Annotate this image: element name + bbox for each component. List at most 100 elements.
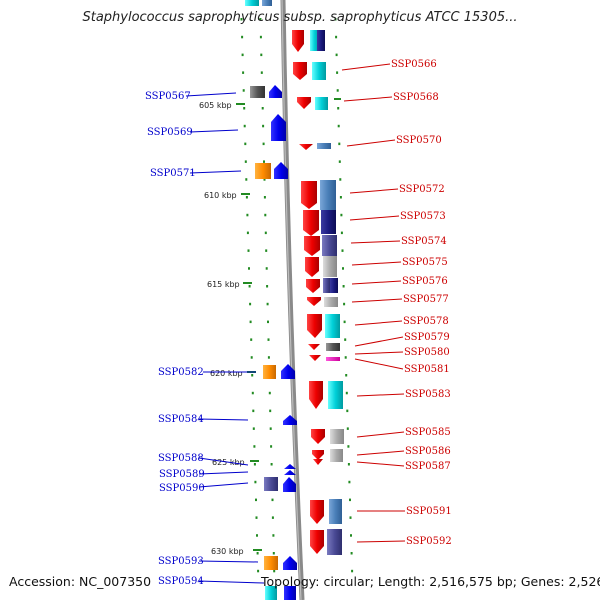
ruler-tick <box>262 124 265 128</box>
gene-label-left[interactable]: SSP0590 <box>159 483 205 494</box>
ruler-tick <box>350 552 353 555</box>
ruler-tick <box>272 534 275 537</box>
ruler-tick <box>264 231 267 235</box>
ruler-tick <box>267 338 270 341</box>
ruler-tick <box>270 445 273 448</box>
ruler-tick <box>337 107 340 110</box>
ruler-tick <box>251 391 254 395</box>
gene-features-left <box>250 85 297 570</box>
ruler-tick <box>266 302 269 306</box>
gene-label-left[interactable]: SSP0582 <box>158 367 204 378</box>
gene-label-right[interactable]: SSP0566 <box>391 59 437 70</box>
ruler-tick <box>343 320 346 324</box>
gene-label-right[interactable]: SSP0583 <box>405 389 451 400</box>
kbp-label: 630 kbp <box>211 547 244 556</box>
gene-label-left[interactable]: SSP0567 <box>145 91 191 102</box>
gene-label-right[interactable]: SSP0580 <box>404 347 450 358</box>
gene-label-right[interactable]: SSP0585 <box>405 427 451 438</box>
kbp-label: 605 kbp <box>199 101 232 110</box>
ruler-tick <box>272 552 275 555</box>
ruler-tick <box>243 107 246 110</box>
ruler-tick <box>273 569 276 573</box>
gene-label-right[interactable]: SSP0575 <box>402 257 448 268</box>
ruler-tick <box>268 391 271 395</box>
ruler-tick <box>246 231 249 235</box>
gene-label-right[interactable]: SSP0591 <box>406 506 452 517</box>
ruler-tick <box>342 285 345 288</box>
gene-label-right[interactable]: SSP0572 <box>399 184 445 195</box>
left-label-leaders <box>185 92 265 584</box>
ruler-tick <box>240 18 243 21</box>
ruler-tick <box>255 498 257 502</box>
ruler-tick <box>347 463 350 466</box>
ruler-tick <box>241 53 244 57</box>
ruler-tick <box>261 107 264 110</box>
kbp-labels: 605 kbp 610 kbp 615 kbp 620 kbp 625 kbp … <box>199 101 262 556</box>
gene-label-right[interactable]: SSP0587 <box>405 461 451 472</box>
ruler-tick <box>269 427 272 430</box>
ruler-tick <box>257 569 260 573</box>
ruler-tick <box>345 391 348 395</box>
topology-text: Topology: circular; Length: 2,516,575 bp… <box>261 574 600 589</box>
gene-label-left[interactable]: SSP0593 <box>158 556 204 567</box>
ruler-tick <box>347 445 350 448</box>
gene-label-left[interactable]: SSP0584 <box>158 414 204 425</box>
ruler-tick <box>245 196 248 199</box>
ruler-tick <box>256 534 258 537</box>
ruler-tick <box>335 53 338 57</box>
ruler-tick <box>339 178 342 181</box>
gene-features-right <box>265 30 344 600</box>
ruler-tick <box>346 427 349 430</box>
gene-label-right[interactable]: SSP0592 <box>406 536 452 547</box>
ruler-tick <box>266 285 269 288</box>
ruler-tick <box>335 35 338 39</box>
ruler-tick <box>245 178 248 181</box>
gene-label-left[interactable]: SSP0569 <box>147 127 193 138</box>
gene-label-right[interactable]: SSP0586 <box>405 446 451 457</box>
ruler-tick <box>267 356 270 359</box>
ruler-tick <box>242 71 245 74</box>
ruler-tick <box>248 267 250 270</box>
ruler-tick <box>270 463 273 466</box>
ruler-tick <box>267 320 269 324</box>
ruler-tick <box>269 409 272 413</box>
ruler-tick <box>344 356 347 359</box>
gene-label-right[interactable]: SSP0573 <box>400 211 446 222</box>
gene-label-right[interactable]: SSP0578 <box>403 316 449 327</box>
gene-label-right[interactable]: SSP0581 <box>404 364 450 375</box>
ruler-tick <box>345 374 348 377</box>
ruler-tick <box>254 480 257 484</box>
ruler-tick <box>338 142 341 146</box>
ruler-tick <box>339 196 342 199</box>
gene-label-right[interactable]: SSP0577 <box>403 294 449 305</box>
ruler-tick <box>253 445 256 448</box>
ruler-tick <box>271 516 274 519</box>
ruler-tick <box>271 498 274 502</box>
ruler-tick <box>252 409 255 413</box>
gene-label-right[interactable]: SSP0570 <box>396 135 442 146</box>
gene-label-left[interactable]: SSP0594 <box>158 576 204 587</box>
ruler-tick <box>265 267 268 270</box>
gene-label-left[interactable]: SSP0588 <box>158 453 204 464</box>
gene-label-left[interactable]: SSP0571 <box>150 168 196 179</box>
kbp-label: 615 kbp <box>207 280 240 289</box>
gene-label-right[interactable]: SSP0574 <box>401 236 447 247</box>
gene-features-top <box>245 0 272 6</box>
gene-label-right[interactable]: SSP0568 <box>393 92 439 103</box>
ruler-tick <box>259 18 262 21</box>
ruler-tick <box>341 249 344 252</box>
ruler-tick <box>263 160 265 163</box>
ruler-tick <box>251 374 254 377</box>
ruler-tick <box>241 35 244 39</box>
gene-label-left[interactable]: SSP0589 <box>159 469 205 480</box>
ruler-tick <box>255 516 258 519</box>
ruler-tick <box>260 71 263 74</box>
ruler-tick <box>264 213 267 217</box>
ruler-tick <box>342 267 344 270</box>
ruler-tick <box>344 338 347 341</box>
gene-label-right[interactable]: SSP0579 <box>404 332 450 343</box>
ruler-tick <box>252 427 255 430</box>
ruler-tick <box>244 160 247 163</box>
gene-label-right[interactable]: SSP0576 <box>402 276 448 287</box>
